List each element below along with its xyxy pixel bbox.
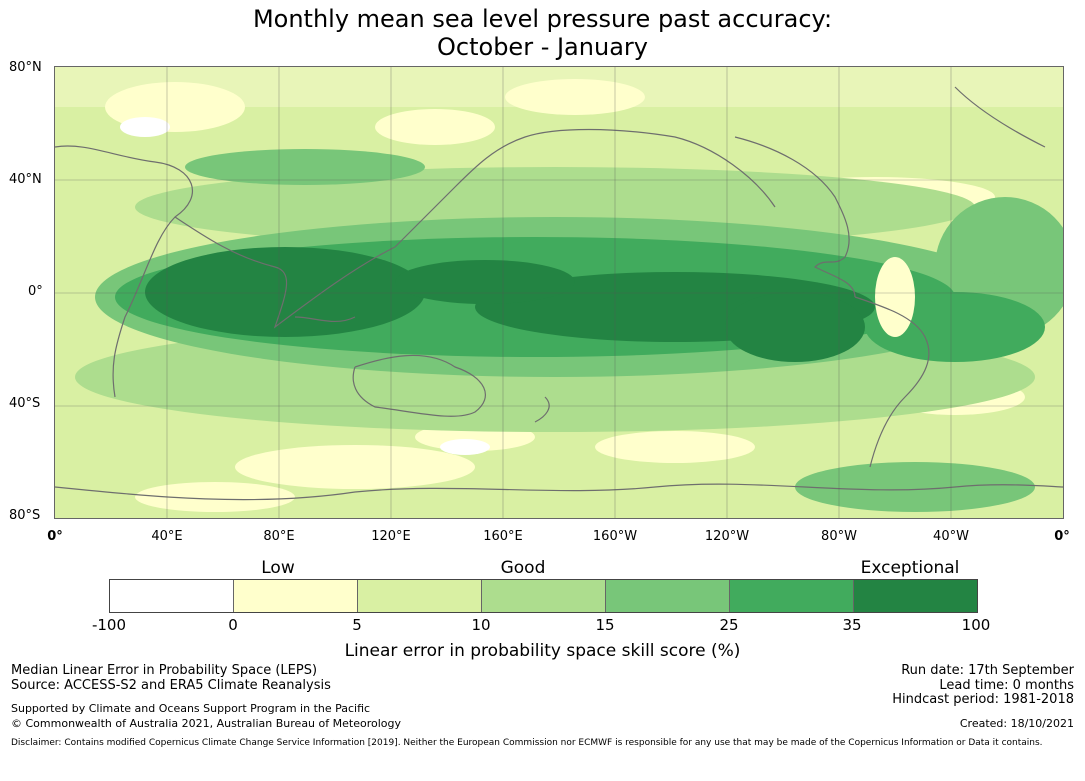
copyright-text: © Commonwealth of Australia 2021, Austra… [11,717,401,730]
method-text: Median Linear Error in Probability Space… [11,663,318,678]
hindcast-period-text: Hindcast period: 1981-2018 [892,692,1074,707]
colorbar-segment [606,580,730,612]
colorbar-segment [110,580,234,612]
colorbar-tick: 10 [471,616,491,634]
disclaimer-text: Disclaimer: Contains modified Copernicus… [11,738,1043,748]
colorbar-segment [234,580,358,612]
colorbar-tick: 15 [595,616,615,634]
colorbar-tick: 35 [842,616,862,634]
lon-label-80w: 80°W [821,529,857,544]
lead-time-text: Lead time: 0 months [939,678,1074,693]
colorbar-segment [730,580,854,612]
legend-category-good: Good [500,558,546,578]
lat-label-40s: 40°S [9,396,41,411]
lon-label-80e: 80°E [263,529,295,544]
map-title-line-1: Monthly mean sea level pressure past acc… [252,5,833,33]
lon-label-40e: 40°E [151,529,183,544]
lon-label-40w: 40°W [933,529,969,544]
source-text: Source: ACCESS-S2 and ERA5 Climate Reana… [11,678,331,693]
run-date-text: Run date: 17th September [901,663,1074,678]
legend-category-exceptional: Exceptional [860,558,960,578]
legend-category-low: Low [261,558,295,578]
lon-label-0-east: 0° [1054,529,1070,544]
lon-label-120w: 120°W [704,529,750,544]
skill-colorbar [109,579,978,613]
colorbar-segment [854,580,977,612]
colorbar-segment [482,580,606,612]
lon-label-0-west: 0° [47,529,63,544]
colorbar-tick: 0 [228,616,238,634]
lat-label-80n: 80°N [9,60,42,75]
colorbar-tick: 25 [719,616,739,634]
coastlines [55,86,1063,501]
gridlines [55,67,1063,518]
lon-label-160w: 160°W [592,529,638,544]
colorbar-tick: -100 [91,616,127,634]
colorbar-tick: 100 [961,616,991,634]
colorbar-caption: Linear error in probability space skill … [344,641,741,661]
lon-label-160e: 160°E [483,529,523,544]
created-date-text: Created: 18/10/2021 [959,717,1074,730]
support-text: Supported by Climate and Oceans Support … [11,702,371,715]
colorbar-segment [358,580,482,612]
colorbar-tick: 5 [352,616,362,634]
lat-label-equator: 0° [28,284,43,299]
lat-label-40n: 40°N [9,172,42,187]
map-title-line-2: October - January [437,33,648,61]
lat-label-80s: 80°S [9,508,41,523]
lon-label-120e: 120°E [371,529,411,544]
skill-score-map [54,66,1064,519]
